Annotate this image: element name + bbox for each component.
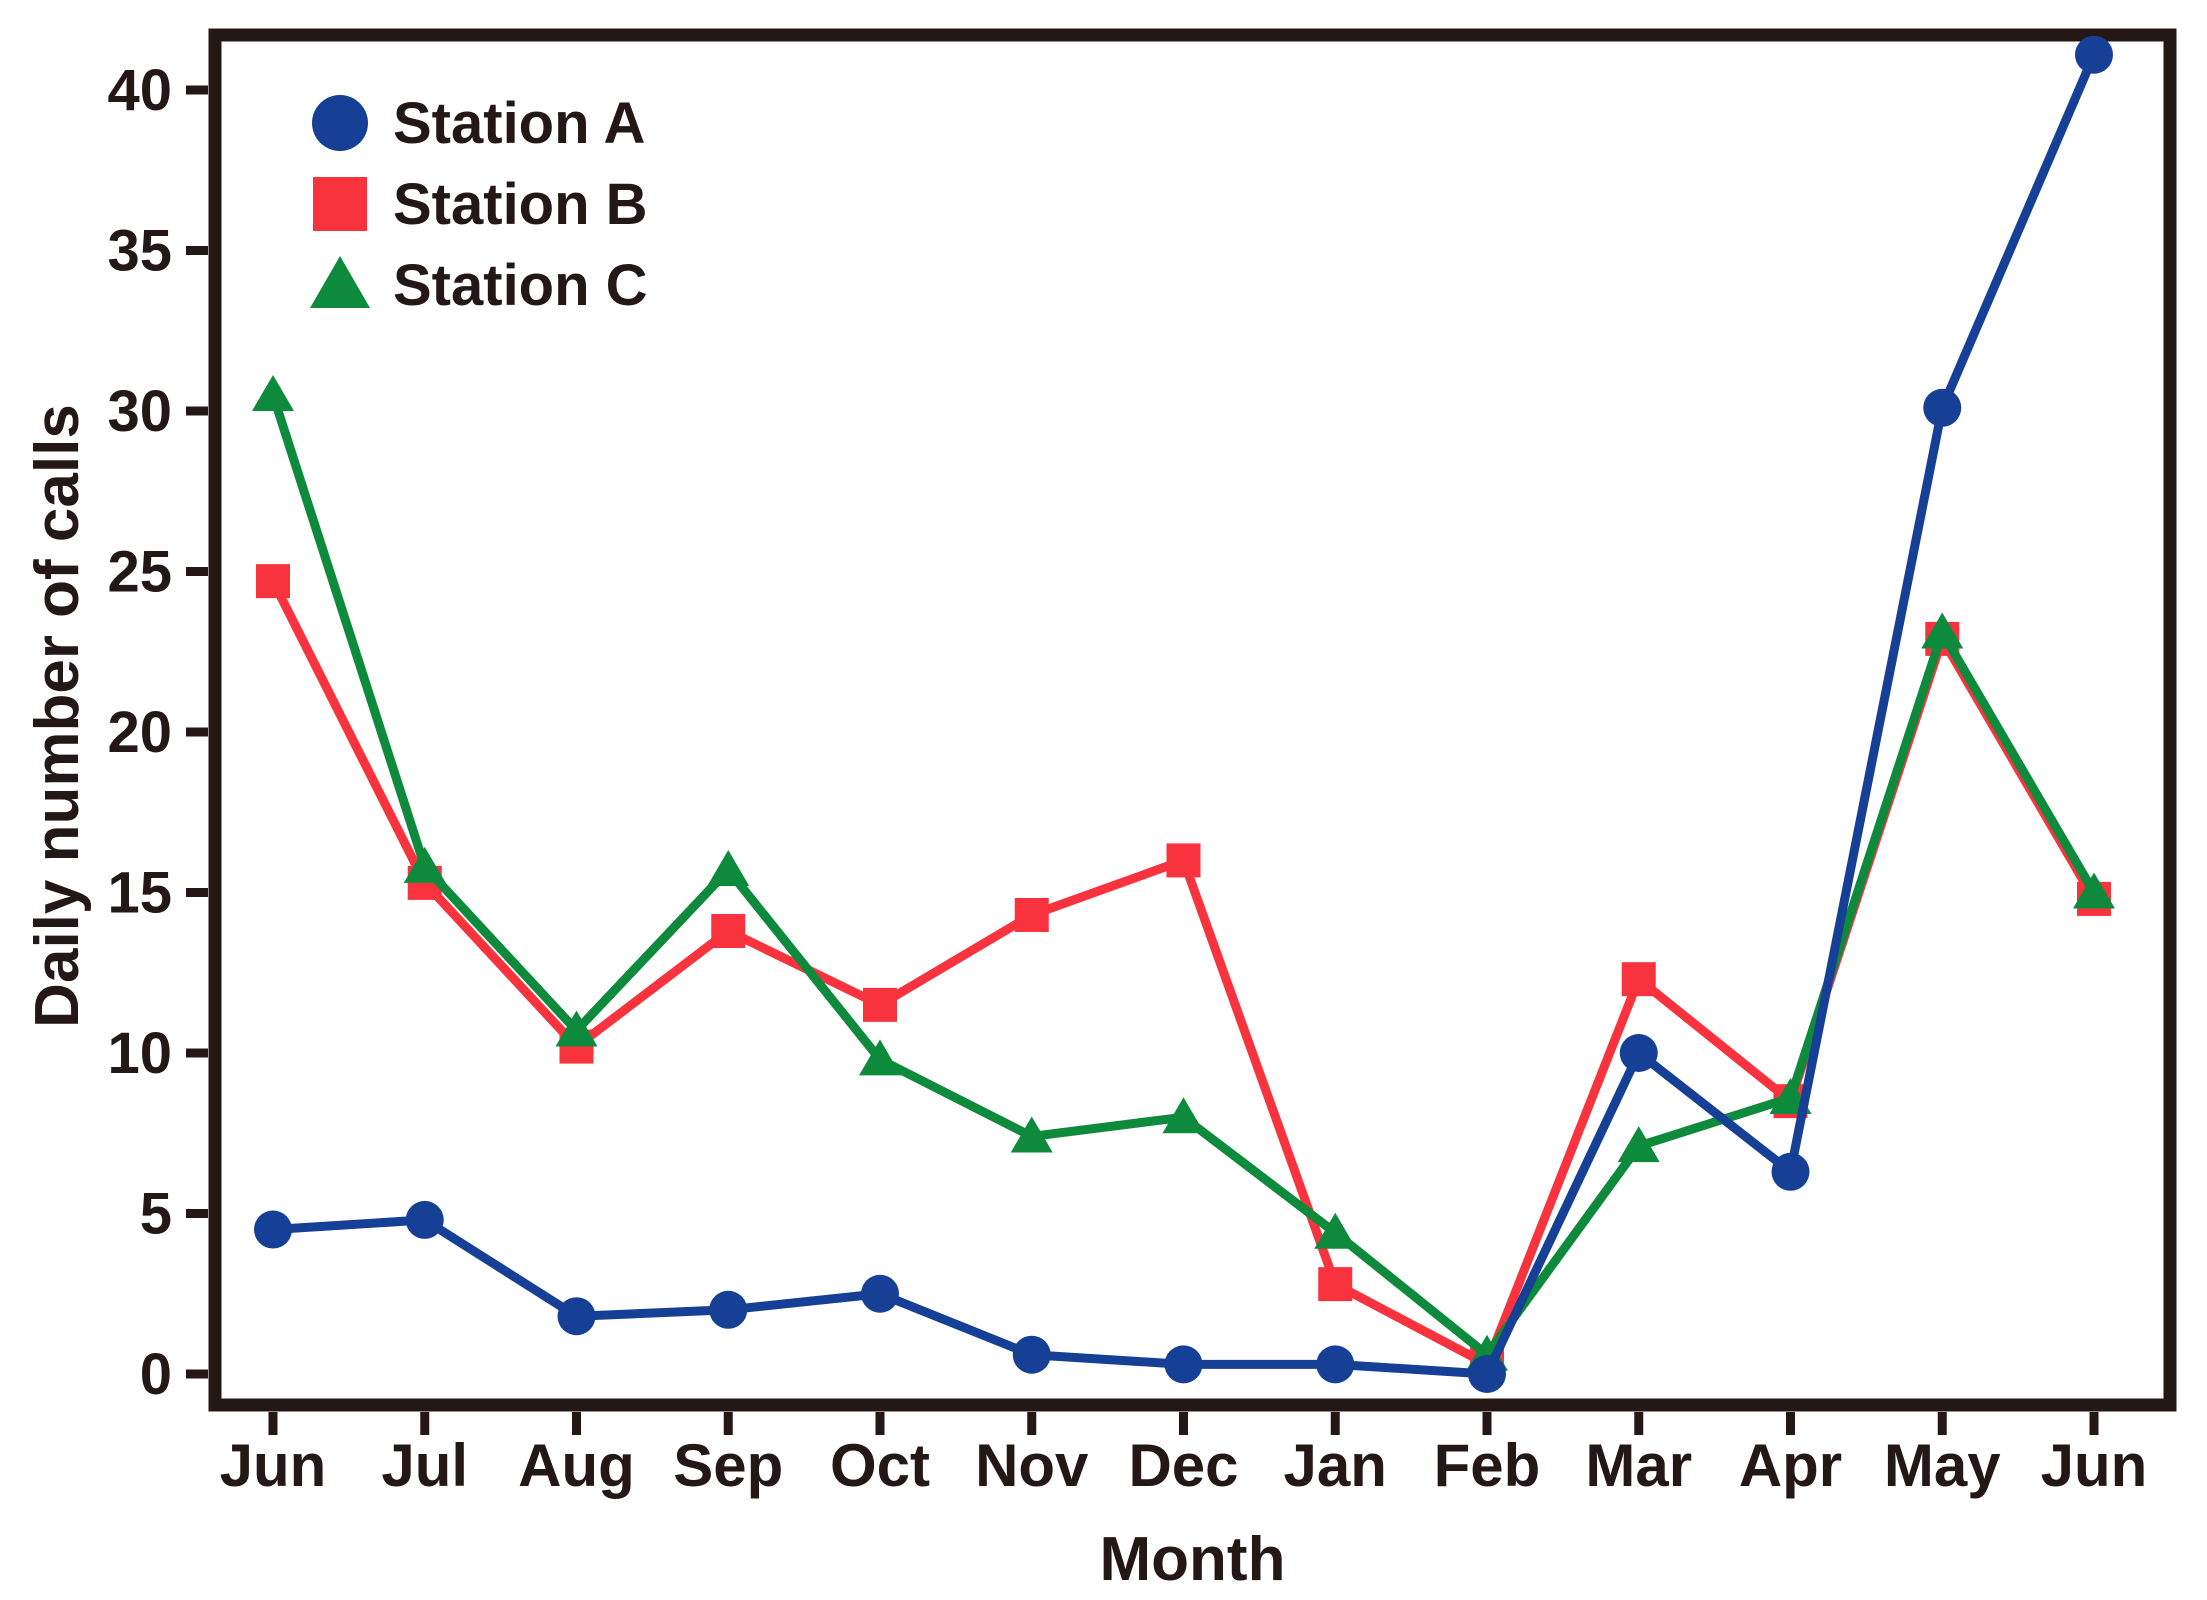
x-axis-tick-label: Dec	[1128, 1432, 1238, 1499]
y-axis-tick-label: 15	[107, 861, 172, 926]
legend-marker-station-a-icon	[312, 95, 368, 151]
data-point-station-c	[2073, 872, 2115, 909]
data-point-station-b	[1014, 897, 1049, 932]
data-point-station-a	[557, 1297, 596, 1336]
data-point-station-a	[1468, 1355, 1506, 1393]
data-point-station-c	[555, 1010, 598, 1047]
data-point-station-c	[707, 850, 750, 887]
data-point-station-c	[403, 846, 446, 883]
y-axis-tick-label: 5	[140, 1182, 172, 1247]
data-point-station-a	[1923, 388, 1962, 427]
data-point-station-a	[1771, 1152, 1810, 1191]
x-axis-tick-label: Apr	[1739, 1432, 1842, 1499]
y-axis-tick-label: 20	[107, 700, 172, 765]
data-point-station-c	[1162, 1097, 1205, 1134]
x-axis-tick-label: Nov	[975, 1432, 1089, 1499]
data-point-station-b	[863, 987, 897, 1022]
data-point-station-b	[1166, 843, 1201, 878]
x-axis-tick-label: Jul	[381, 1432, 468, 1499]
data-point-station-a	[1012, 1335, 1051, 1374]
y-axis-tick-label: 25	[107, 540, 172, 605]
legend-label-station-a: Station A	[393, 91, 645, 156]
y-axis-tick-label: 40	[107, 58, 172, 123]
data-point-station-c	[1010, 1116, 1053, 1153]
y-axis-tick-label: 30	[107, 379, 172, 444]
x-axis-tick-label: May	[1884, 1432, 2001, 1499]
x-axis-tick-label: Jun	[2041, 1432, 2148, 1499]
data-point-station-a	[254, 1210, 292, 1249]
legend-marker-station-b-icon	[313, 177, 367, 231]
data-point-station-a	[1164, 1345, 1203, 1384]
series-line-station-b	[268, 579, 2098, 1369]
x-axis-title: Month	[1100, 1525, 1286, 1594]
data-point-station-b	[1318, 1267, 1353, 1302]
x-axis-tick-label: Feb	[1434, 1432, 1541, 1499]
data-point-station-c	[252, 374, 294, 411]
x-axis-tick-label: Jan	[1284, 1432, 1387, 1499]
y-axis-title: Daily number of calls	[23, 404, 92, 1028]
plot-border	[208, 28, 2177, 1412]
data-point-station-a	[1316, 1345, 1355, 1384]
x-axis-tick-label: Mar	[1585, 1432, 1692, 1499]
x-axis-tick-label: Sep	[673, 1432, 783, 1499]
legend-label-station-b: Station B	[393, 172, 648, 237]
data-point-station-a	[405, 1200, 444, 1239]
x-axis-tick-label: Oct	[830, 1432, 930, 1499]
y-axis-tick-label: 35	[107, 219, 172, 284]
x-axis-tick-label: Aug	[518, 1432, 635, 1499]
legend-marker-station-c-icon	[310, 256, 370, 308]
data-point-station-c	[1314, 1212, 1357, 1249]
data-point-station-a	[2075, 35, 2113, 74]
data-point-station-b	[711, 914, 746, 949]
data-point-station-a	[709, 1290, 748, 1329]
data-point-station-a	[861, 1274, 899, 1313]
data-point-station-c	[1921, 612, 1964, 649]
data-point-station-a	[1619, 1034, 1658, 1072]
x-axis-tick-label: Jun	[220, 1432, 327, 1499]
y-axis-tick-label: 0	[140, 1342, 172, 1407]
data-point-station-c	[1617, 1126, 1660, 1163]
data-point-station-b	[256, 564, 290, 599]
data-point-station-b	[1621, 962, 1656, 997]
legend-label-station-c: Station C	[393, 253, 648, 318]
data-point-station-c	[859, 1039, 901, 1076]
y-axis-tick-label: 10	[107, 1021, 172, 1086]
